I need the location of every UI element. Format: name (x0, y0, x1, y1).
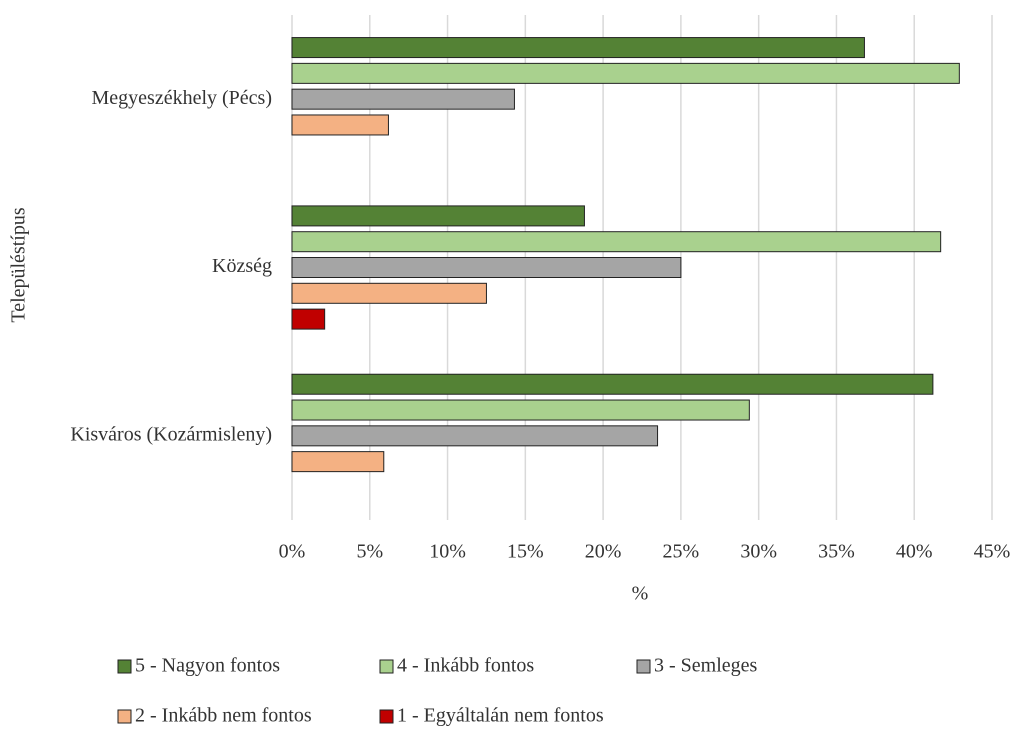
bar (291, 231, 942, 253)
bar (291, 308, 326, 330)
legend-label: 1 - Egyáltalán nem fontos (397, 705, 604, 727)
x-tick-label: 45% (974, 541, 1011, 563)
x-tick-label: 30% (740, 541, 777, 563)
bar (291, 399, 750, 421)
y-axis-title: Településtípus (8, 207, 30, 322)
bar (291, 451, 385, 473)
legend-swatch (117, 659, 132, 674)
y-tick-label: Megyeszékhely (Pécs) (92, 87, 273, 109)
x-tick-label: 0% (279, 541, 306, 563)
legend-swatch (117, 709, 132, 724)
y-tick-label: Község (212, 255, 272, 277)
bar (291, 114, 389, 136)
legend-swatch (636, 659, 651, 674)
bar (291, 62, 960, 84)
x-tick-label: 10% (429, 541, 466, 563)
bar (291, 37, 865, 59)
bar (291, 88, 515, 110)
x-tick-label: 25% (663, 541, 700, 563)
x-tick-label: 40% (896, 541, 933, 563)
bar (291, 257, 682, 278)
x-tick-label: 5% (356, 541, 383, 563)
legend-swatch (379, 709, 394, 724)
legend-label: 5 - Nagyon fontos (135, 655, 280, 677)
x-tick-label: 20% (585, 541, 622, 563)
legend-label: 2 - Inkább nem fontos (135, 705, 312, 727)
y-tick-label: Kisváros (Kozármisleny) (70, 423, 272, 445)
bar (291, 373, 934, 395)
legend-swatch (379, 659, 394, 674)
x-axis-title: % (632, 583, 649, 605)
legend-label: 3 - Semleges (654, 655, 758, 677)
x-tick-label: 15% (507, 541, 544, 563)
legend-label: 4 - Inkább fontos (397, 655, 534, 677)
bar (291, 425, 659, 447)
bar (291, 282, 487, 304)
bar (291, 205, 585, 227)
x-tick-label: 35% (818, 541, 855, 563)
